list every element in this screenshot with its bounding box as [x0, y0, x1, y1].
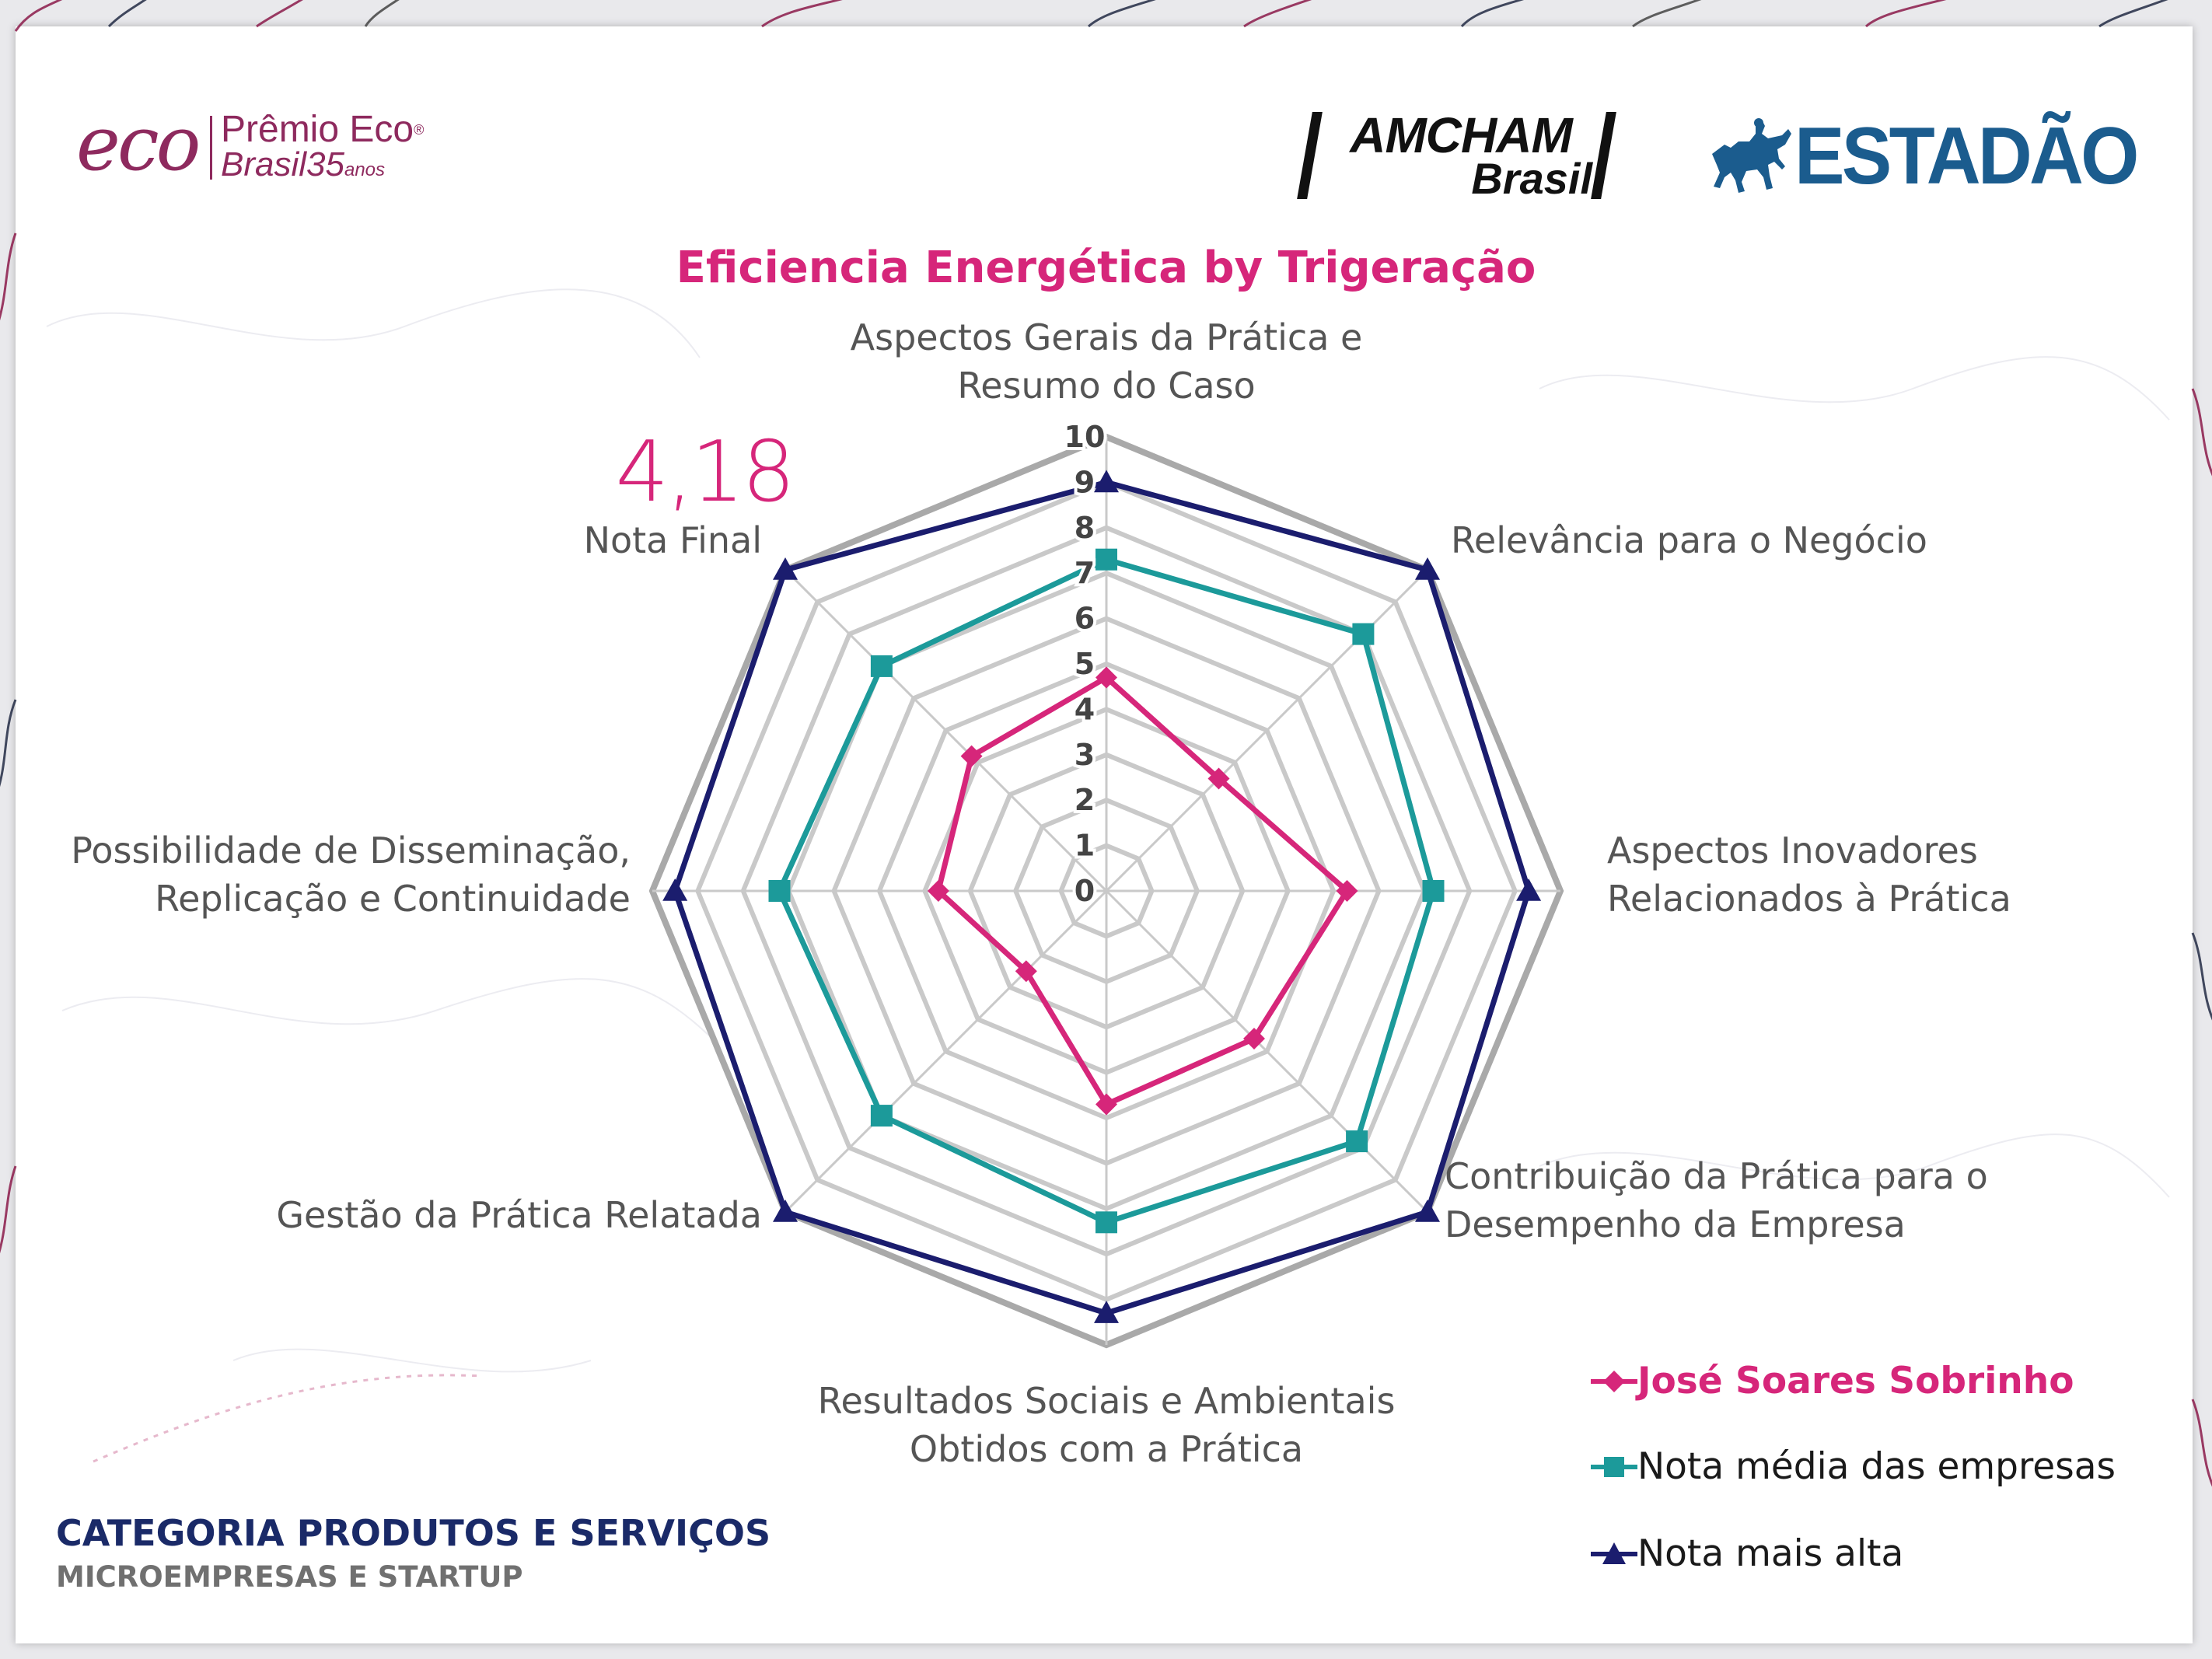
- data-point-square: [870, 655, 893, 677]
- tick-label: 3: [1075, 738, 1095, 772]
- data-point-square: [768, 880, 791, 902]
- radar-series: [662, 470, 1542, 1323]
- legend-diamond-marker-icon: [1591, 1371, 1637, 1392]
- data-point-triangle: [1516, 878, 1542, 901]
- data-point-diamond: [960, 745, 983, 767]
- tick-label: 2: [1075, 783, 1095, 817]
- category-title: CATEGORIA PRODUTOS E SERVIÇOS: [56, 1512, 771, 1554]
- data-point-diamond: [927, 880, 949, 902]
- axis-label: Nota Final: [584, 519, 762, 561]
- tick-label: 5: [1075, 647, 1095, 681]
- data-point-diamond: [1243, 1028, 1265, 1050]
- eco-wordmark: eco: [76, 100, 201, 187]
- axis-label: Possibilidade de Disseminação, Replicação…: [71, 830, 631, 920]
- data-point-triangle: [1094, 1301, 1119, 1323]
- data-point-square: [1352, 623, 1375, 645]
- amcham-wordmark: AMCHAM: [1350, 107, 1573, 163]
- axis-labels: Aspectos Gerais da Prática e Resumo do Ca…: [71, 316, 2011, 1470]
- horse-rider-icon: [1712, 118, 1791, 193]
- data-point-square: [870, 1105, 893, 1127]
- spoke-line: [784, 568, 1108, 892]
- tick-label: 9: [1075, 465, 1095, 499]
- subcategory-title: MICROEMPRESAS E STARTUP: [56, 1560, 523, 1594]
- data-point-square: [1422, 880, 1445, 902]
- legend-label-highest: Nota mais alta: [1637, 1532, 1904, 1575]
- tick-label: 1: [1075, 829, 1095, 863]
- data-point-square: [1096, 1211, 1117, 1234]
- axis-label: Aspectos Gerais da Prática e Resumo do Ca…: [851, 316, 1363, 407]
- data-point-square: [1096, 548, 1117, 571]
- spoke-line: [784, 889, 1108, 1214]
- data-point-diamond: [1096, 666, 1117, 689]
- tick-label: 10: [1064, 420, 1106, 454]
- amcham-bar-left: [1297, 112, 1323, 199]
- tick-label: 6: [1075, 602, 1095, 636]
- tick-label: 4: [1075, 692, 1095, 726]
- data-point-triangle: [662, 878, 688, 901]
- legend-item-average: Nota média das empresas: [1589, 1442, 2180, 1492]
- chart-title: Eficiencia Energética by Trigeração: [676, 243, 1536, 293]
- eco-logo-years-suffix: anos: [344, 159, 386, 180]
- eco-logo-line1: Prêmio Eco: [221, 109, 414, 150]
- eco-logo-divider: [210, 116, 212, 180]
- data-point-square: [1346, 1130, 1368, 1153]
- tick-label: 7: [1075, 556, 1095, 590]
- eco-logo-years: 35: [306, 145, 344, 183]
- axis-label: Aspectos Inovadores Relacionados à Prátic…: [1607, 830, 2011, 920]
- registered-mark: ®: [414, 122, 425, 138]
- legend-item-company: José Soares Sobrinho: [1589, 1357, 2180, 1406]
- axis-label: Resultados Sociais e Ambientais Obtidos c…: [818, 1380, 1396, 1470]
- legend-square-marker-icon: [1591, 1457, 1637, 1477]
- series-line: [672, 479, 1532, 1316]
- tick-labels: 0 1 2 3 4 5 6 7 8 9 10: [1061, 417, 1109, 911]
- final-score: 4,18: [615, 424, 795, 521]
- axis-label: Gestão da Prática Relatada: [276, 1194, 762, 1236]
- legend-item-highest: Nota mais alta: [1589, 1529, 2180, 1579]
- data-point-diamond: [1207, 767, 1230, 790]
- axis-label: Relevância para o Negócio: [1451, 519, 1927, 561]
- amcham-brasil-wordmark: Brasil: [1471, 154, 1592, 203]
- tick-label: 8: [1075, 511, 1095, 545]
- premio-eco-brasil-logo: eco Prêmio Eco® Brasil35anos: [76, 105, 480, 190]
- spoke-line: [1105, 889, 1429, 1214]
- estadao-wordmark: ESTADÃO: [1794, 111, 2139, 201]
- estadao-logo: ESTADÃO: [1707, 114, 2143, 199]
- legend-label-company: José Soares Sobrinho: [1637, 1360, 2074, 1402]
- data-point-triangle: [773, 1200, 798, 1222]
- data-point-triangle: [1415, 1200, 1440, 1222]
- tick-label: 0: [1075, 874, 1095, 908]
- amcham-brasil-logo: AMCHAM Brasil: [1297, 107, 1619, 203]
- eco-logo-line2: Brasil: [221, 145, 307, 183]
- data-point-triangle: [773, 557, 798, 580]
- data-point-diamond: [1336, 880, 1358, 902]
- radar-grid: [648, 433, 1564, 1349]
- data-point-triangle: [1094, 470, 1119, 493]
- data-point-diamond: [1096, 1093, 1117, 1116]
- data-point-triangle: [1415, 557, 1440, 580]
- axis-label: Contribuição da Prática para o Desempenho…: [1445, 1155, 1988, 1245]
- legend-triangle-marker-icon: [1591, 1542, 1637, 1564]
- legend-label-average: Nota média das empresas: [1637, 1445, 2116, 1488]
- data-point-diamond: [1015, 960, 1037, 983]
